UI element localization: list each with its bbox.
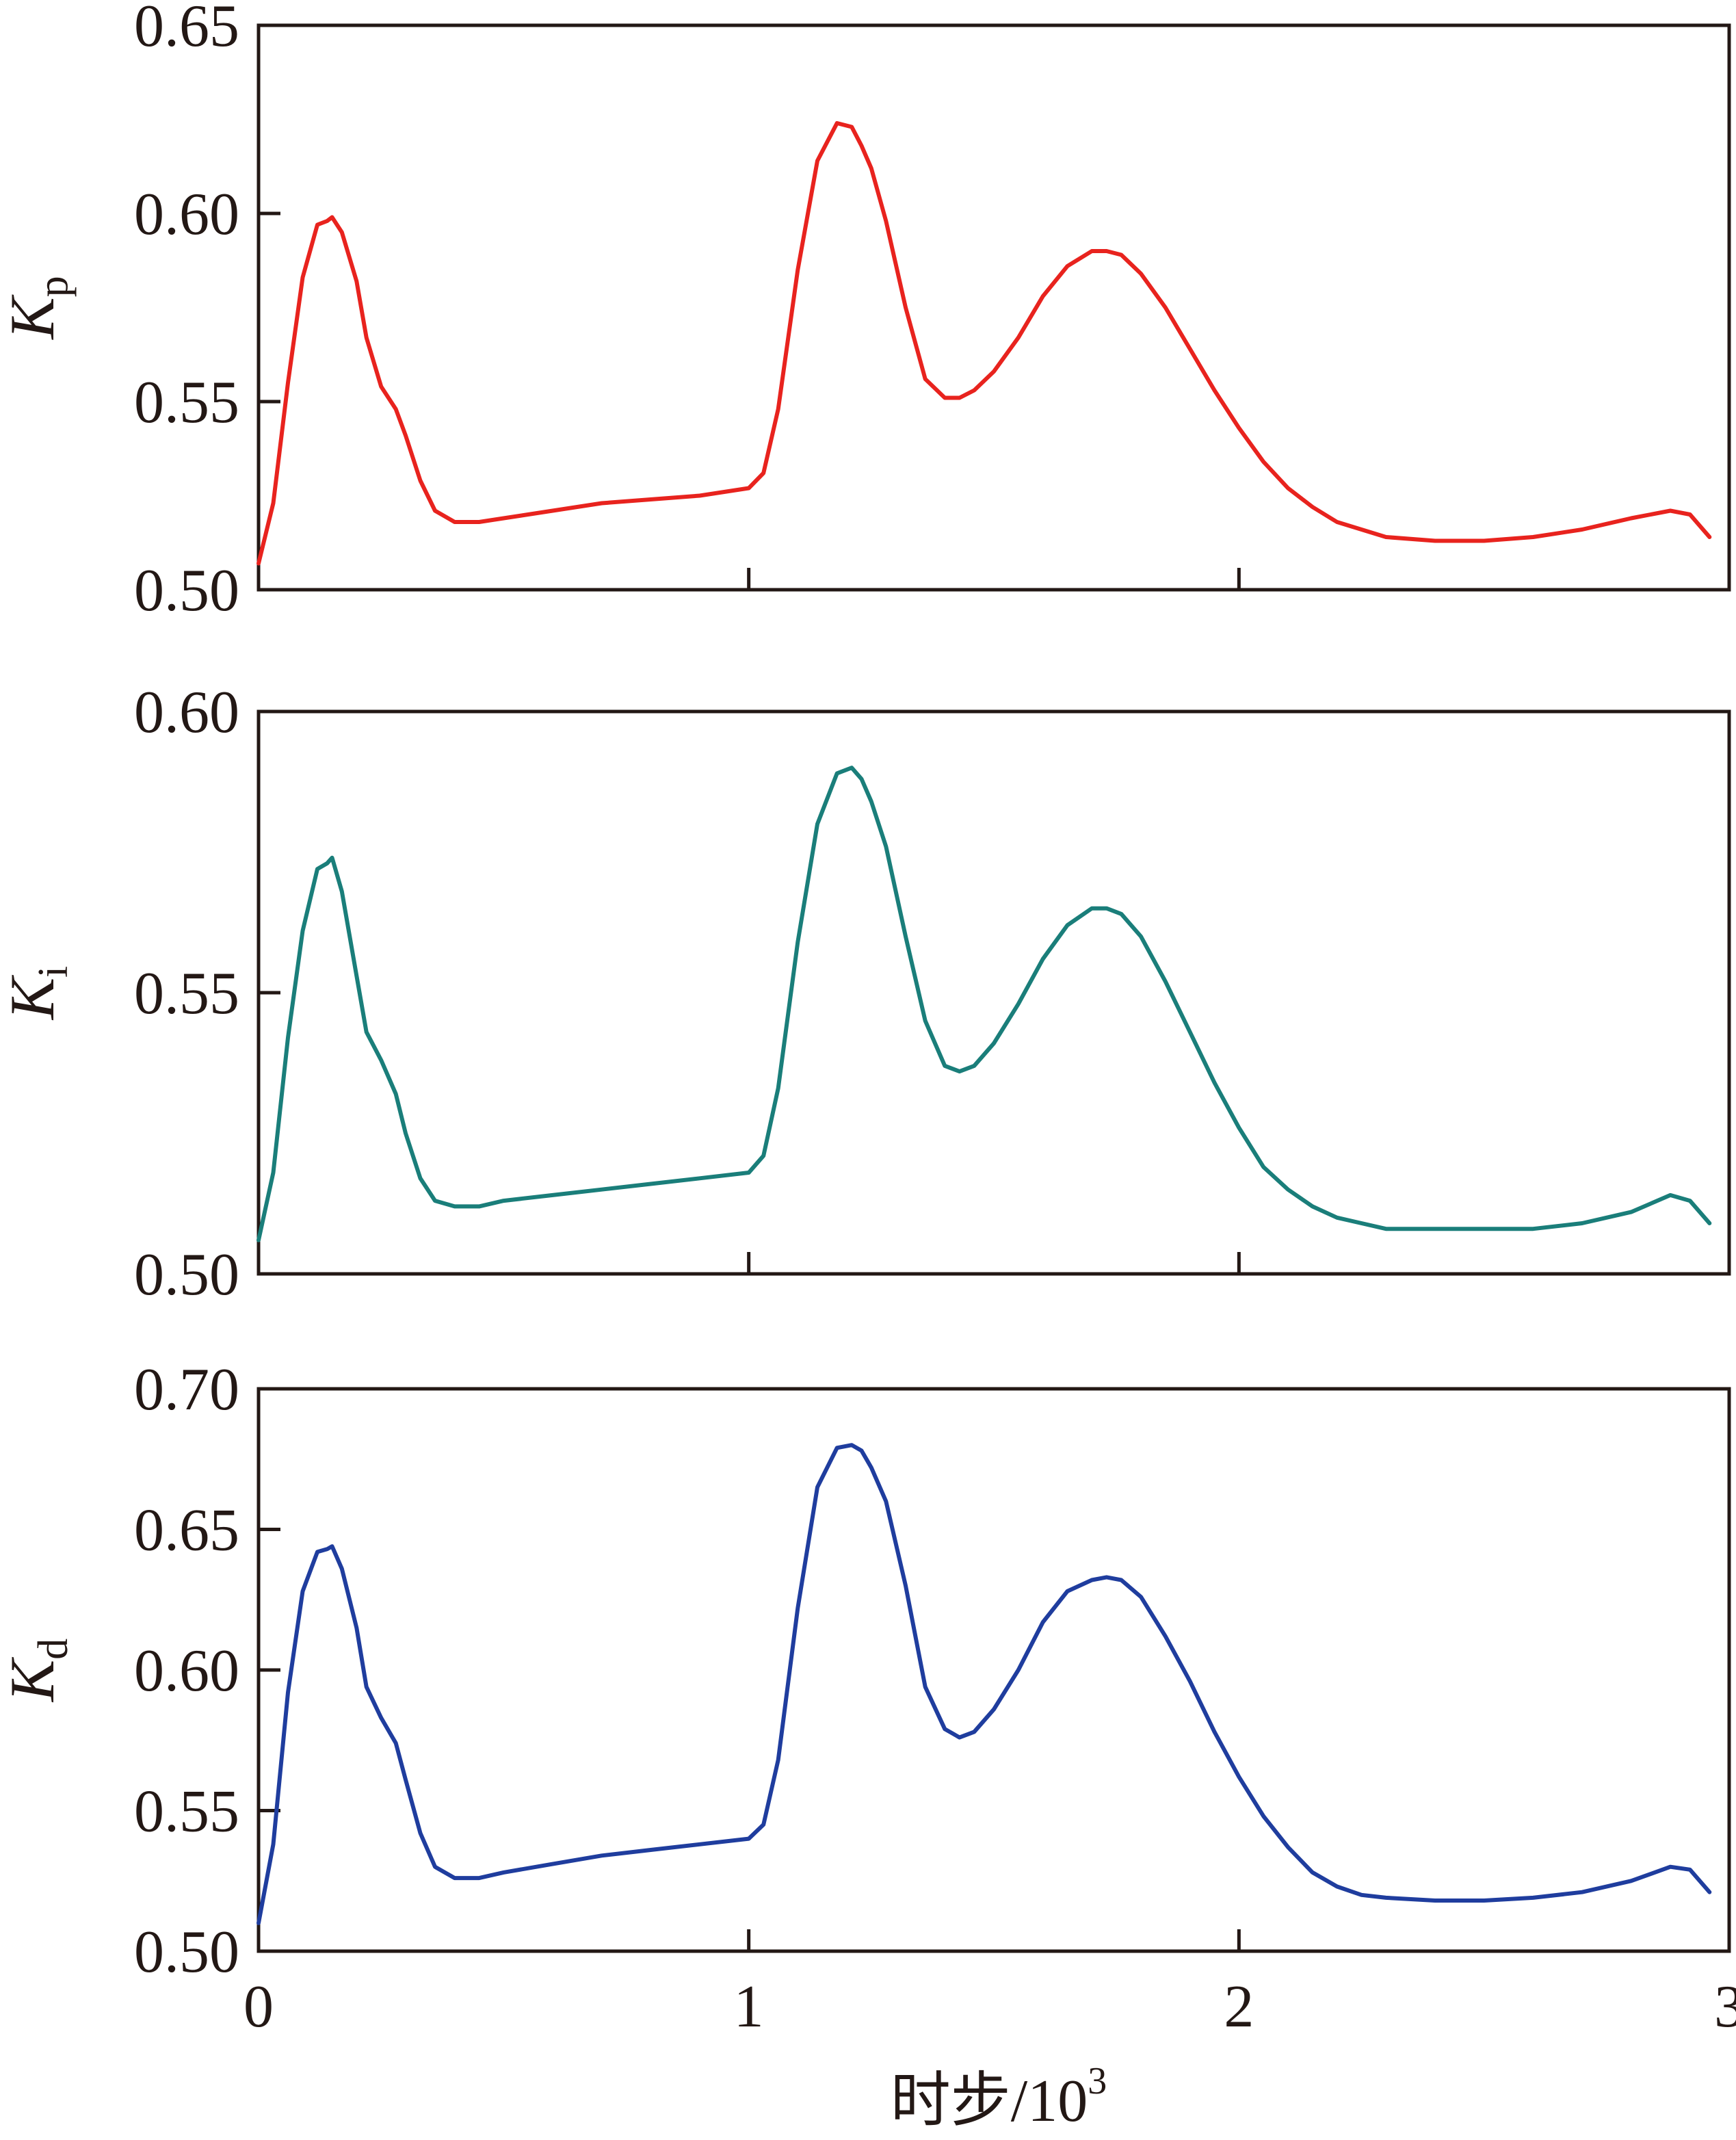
plot-frame <box>257 1387 1731 1953</box>
y-axis-label-main: K <box>0 974 67 1021</box>
x-axis-label: 时步/103 <box>891 2060 1107 2135</box>
series-line <box>257 766 1712 1242</box>
y-tick-label: 0.50 <box>134 1919 239 1985</box>
y-tick-label: 0.65 <box>134 0 239 60</box>
y-tick-label: 0.55 <box>134 961 239 1027</box>
y-axis-label: Kd <box>0 1639 77 1703</box>
y-axis-label-sub: p <box>30 276 77 297</box>
x-axis-label-sup: 3 <box>1088 2060 1107 2102</box>
series-line <box>257 121 1712 566</box>
ki-panel: 0.50 0.55 0.60 Ki <box>0 679 1731 1308</box>
y-axis-label-sub: i <box>30 966 77 978</box>
y-tick-label: 0.55 <box>134 369 239 436</box>
y-tick-label: 0.50 <box>134 1242 239 1308</box>
plot-frame <box>257 23 1731 592</box>
x-axis-label-main: 时步/10 <box>891 2068 1088 2135</box>
y-axis-label-main: K <box>0 294 67 341</box>
y-tick-label: 0.65 <box>134 1498 239 1564</box>
y-axis-label: Ki <box>0 966 77 1021</box>
x-tick-label: 3 <box>1714 1974 1736 2040</box>
plot-frame <box>257 709 1731 1276</box>
y-axis-label-sub: d <box>30 1639 77 1660</box>
y-tick-label: 0.60 <box>134 679 239 746</box>
y-axis-label: Kp <box>0 276 77 340</box>
y-tick-label: 0.60 <box>134 1638 239 1704</box>
y-tick-label: 0.55 <box>134 1779 239 1845</box>
y-tick-label: 0.70 <box>134 1357 239 1423</box>
x-tick-label: 2 <box>1224 1974 1254 2040</box>
x-tick-label: 1 <box>734 1974 764 2040</box>
kp-panel: 0.50 0.55 0.60 0.65 Kp <box>0 0 1731 624</box>
y-tick-label: 0.60 <box>134 181 239 248</box>
x-tick-label: 0 <box>244 1974 274 2040</box>
y-tick-label: 0.50 <box>134 558 239 624</box>
series-line <box>257 1443 1712 1925</box>
y-axis-label-main: K <box>0 1656 67 1703</box>
